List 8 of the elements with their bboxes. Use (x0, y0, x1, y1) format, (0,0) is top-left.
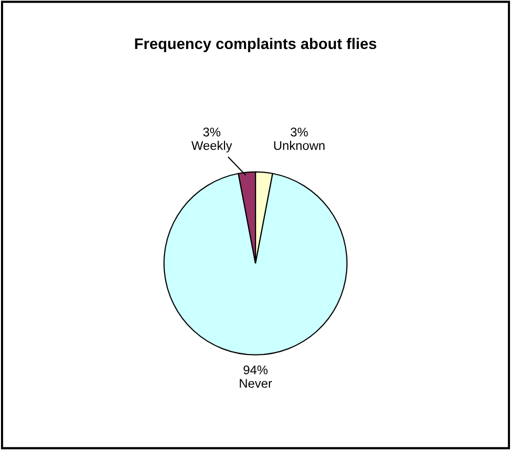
data-label: 94% (244, 365, 268, 374)
slice-label: Never (240, 379, 272, 388)
data-label: 3% (290, 128, 308, 136)
chart-title: Frequency complaints about flies (135, 38, 376, 52)
slice-label: Weekly (191, 140, 232, 152)
slice-label: Unknown (274, 140, 324, 150)
pie-slice (163, 172, 348, 356)
data-label: 3% (203, 128, 220, 136)
